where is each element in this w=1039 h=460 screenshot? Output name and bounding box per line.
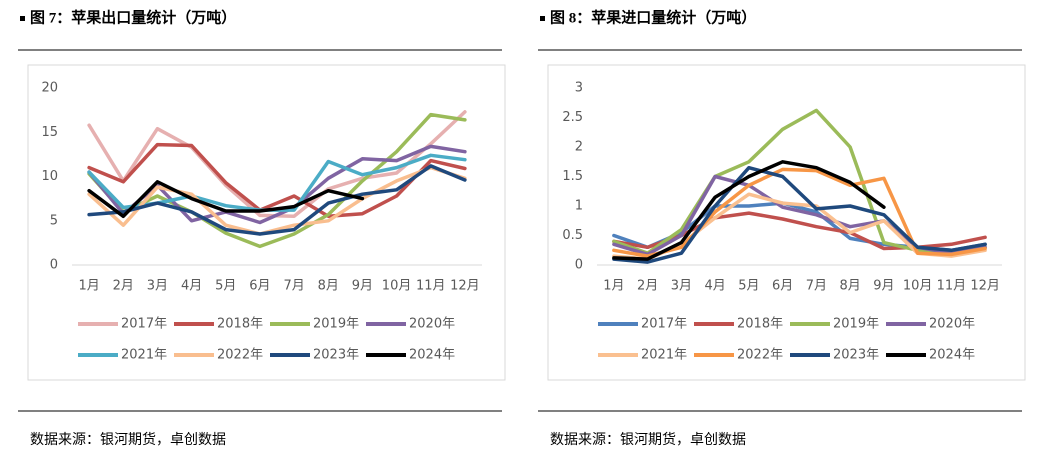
caption-marker (540, 16, 545, 21)
legend-label: 2024年 (409, 348, 455, 363)
y-tick-label: 10 (41, 169, 58, 184)
series-line (87, 165, 467, 236)
x-tick-label: 12月 (970, 279, 1000, 294)
legend-label: 2022年 (217, 348, 263, 363)
x-tick-label: 8月 (318, 279, 339, 294)
x-tick-label: 4月 (181, 279, 202, 294)
y-tick-label: 5 (50, 213, 58, 228)
y-tick-label: 1 (575, 199, 583, 214)
y-tick-label: 15 (41, 125, 58, 140)
chart-frame (547, 64, 1026, 381)
figure-caption: 图 7：苹果出口量统计（万吨） (30, 8, 236, 26)
source: 数据来源：银河期货，卓创数据 (30, 431, 226, 448)
x-tick-label: 1月 (603, 279, 624, 294)
legend-label: 2017年 (121, 317, 167, 332)
legend-label: 2021年 (121, 348, 167, 363)
x-tick-label: 8月 (839, 279, 860, 294)
legend-label: 2023年 (833, 348, 879, 363)
series-line (612, 165, 987, 264)
x-tick-label: 4月 (704, 279, 725, 294)
x-tick-label: 10月 (903, 279, 933, 294)
legend-label: 2023年 (313, 348, 359, 363)
chart-frame (27, 64, 506, 381)
legend-label: 2020年 (929, 317, 975, 332)
y-tick-label: 0 (50, 258, 58, 273)
x-tick-label: 3月 (147, 279, 168, 294)
legend-label: 2019年 (313, 317, 359, 332)
series-line (87, 112, 467, 249)
x-tick-label: 5月 (738, 279, 759, 294)
figure-caption: 图 8：苹果进口量统计（万吨） (550, 8, 756, 26)
y-tick-label: 3 (575, 81, 583, 96)
x-tick-label: 2月 (113, 279, 134, 294)
source: 数据来源：银河期货，卓创数据 (550, 431, 746, 448)
y-tick-label: 2.5 (562, 110, 583, 125)
x-tick-label: 11月 (416, 279, 446, 294)
series-line (612, 160, 886, 261)
series-line (87, 164, 467, 236)
y-tick-label: 0.5 (562, 228, 583, 243)
x-tick-label: 3月 (671, 279, 692, 294)
legend-label: 2017年 (641, 317, 687, 332)
x-tick-label: 10月 (382, 279, 412, 294)
legend-label: 2018年 (217, 317, 263, 332)
y-tick-label: 2 (575, 140, 583, 155)
legend-label: 2022年 (737, 348, 783, 363)
x-tick-label: 9月 (873, 279, 894, 294)
legend-label: 2021年 (641, 348, 687, 363)
x-tick-label: 1月 (78, 279, 99, 294)
legend-label: 2020年 (409, 317, 455, 332)
x-tick-label: 7月 (806, 279, 827, 294)
series-line (87, 180, 365, 219)
legend-label: 2018年 (737, 317, 783, 332)
series-line (87, 142, 467, 219)
x-tick-label: 12月 (450, 279, 480, 294)
x-tick-label: 2月 (637, 279, 658, 294)
y-tick-label: 1.5 (562, 169, 583, 184)
x-tick-label: 6月 (249, 279, 270, 294)
x-tick-label: 6月 (772, 279, 793, 294)
y-tick-label: 0 (575, 258, 583, 273)
x-tick-label: 7月 (283, 279, 304, 294)
legend-label: 2019年 (833, 317, 879, 332)
x-tick-label: 9月 (352, 279, 373, 294)
series-line (612, 167, 987, 258)
legend-label: 2024年 (929, 348, 975, 363)
caption-marker (20, 16, 25, 21)
x-tick-label: 5月 (215, 279, 236, 294)
y-tick-label: 20 (41, 81, 58, 96)
series-line (612, 108, 987, 255)
x-tick-label: 11月 (937, 279, 967, 294)
